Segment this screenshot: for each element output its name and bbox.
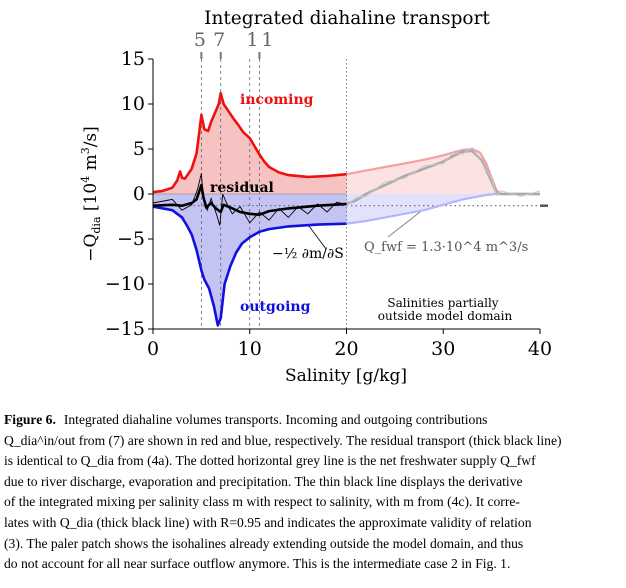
y-tick-label: 5 [133, 138, 145, 160]
top-marker-label: 5 [194, 29, 209, 51]
x-tick-label: 30 [431, 338, 455, 360]
caption-line-5: of the integrated mixing per salinity cl… [4, 494, 520, 510]
y-axis-label: −Qdia [104 m3/s] [79, 126, 103, 262]
caption-line-1-text: Integrated diahaline volumes transports.… [63, 412, 488, 427]
x-tick-label: 0 [147, 338, 159, 360]
caption-line-7: (3). The paler patch shows the isohaline… [4, 535, 524, 551]
freshwater-supply-label: Q_fwf = 1.3·10^4 m^3/s [364, 240, 528, 255]
residual-annotation: residual [210, 180, 274, 196]
x-axis-label: Salinity [g/kg] [285, 366, 407, 386]
figure: 0 10 20 30 40 15 10 5 0 −5 −10 −15 5 7 11 Integrated di… [79, 8, 552, 386]
figure-caption: Figure 6. Integrated diahaline volumes tr… [4, 410, 620, 575]
x-tick-label: 10 [238, 338, 262, 360]
outgoing-pale-area [346, 194, 540, 224]
incoming-line [152, 91, 347, 194]
caption-line-8: do not account for all near surface outf… [4, 556, 511, 572]
caption-line-4: due to river discharge, evaporation and … [4, 473, 523, 489]
incoming-annotation: incoming [240, 92, 314, 108]
caption-label: Figure 6. [4, 412, 56, 427]
domain-note-line-1: Salinities partially [387, 296, 498, 310]
x-tick-label: 40 [528, 338, 552, 360]
y-tick-label: −15 [105, 318, 145, 340]
caption-line-2: Q_dia^in/out from (7) are shown in red a… [4, 432, 562, 448]
caption-line-6: lates with Q_dia (thick black line) with… [4, 514, 532, 530]
caption-line-3: is identical to Q_dia from (4a). The dot… [4, 453, 536, 469]
y-tick-label: −5 [117, 228, 145, 250]
derivative-label: −½ ∂m/∂S [272, 246, 344, 262]
chart-title: Integrated diahaline transport [204, 8, 490, 29]
caption-line-1: Figure 6. Integrated diahaline volumes tr… [4, 410, 620, 431]
derivative-grey-line [346, 147, 541, 207]
top-marker-label: 7 [213, 29, 228, 51]
derivative-leader [308, 225, 327, 250]
outgoing-annotation: outgoing [240, 299, 311, 315]
outgoing-line [152, 205, 347, 327]
incoming-pale-line [346, 147, 540, 196]
x-tick-label: 20 [334, 338, 358, 360]
y-tick-label: 0 [133, 183, 145, 205]
outgoing-area [153, 194, 347, 326]
residual-line [152, 183, 347, 216]
y-tick-label: 10 [121, 93, 145, 115]
y-tick-label: 15 [121, 48, 145, 70]
domain-note-line-2: outside model domain [378, 309, 513, 323]
top-marker-label: 11 [246, 29, 276, 51]
y-tick-label: −10 [105, 273, 145, 295]
freshwater-leader [387, 211, 421, 238]
